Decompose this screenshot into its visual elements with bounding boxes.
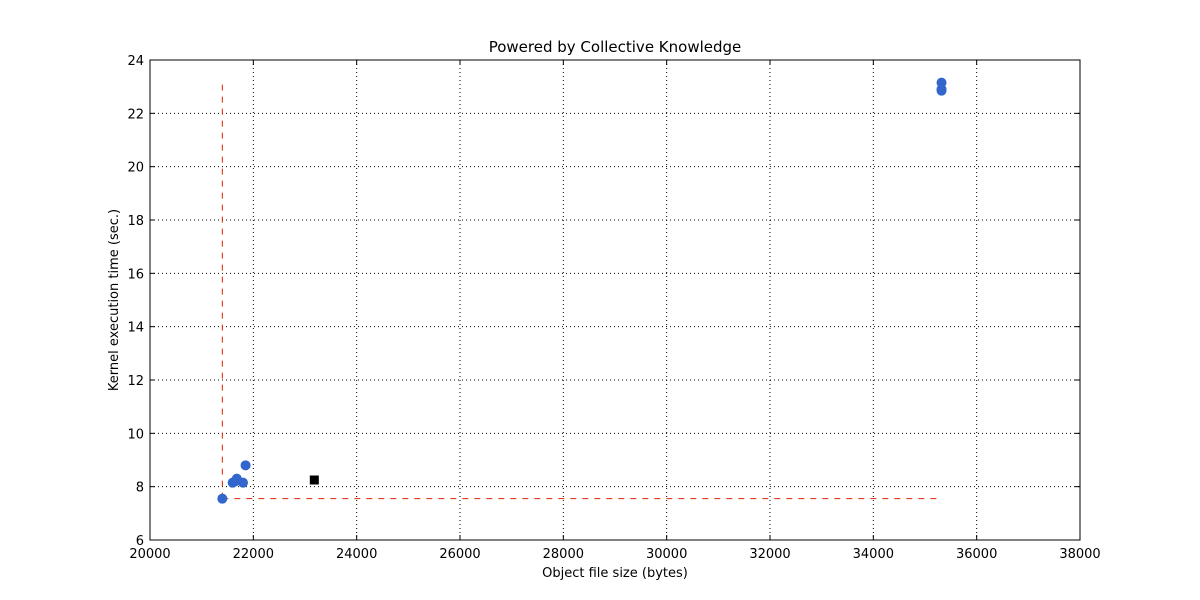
- data-points: [217, 77, 947, 504]
- y-tick-label: 14: [127, 321, 144, 336]
- y-tick-label: 18: [127, 214, 144, 229]
- y-tick-label: 10: [127, 427, 144, 442]
- x-tick-label: 26000: [439, 547, 480, 562]
- x-tick-label: 34000: [853, 547, 894, 562]
- x-tick-label: 28000: [543, 547, 584, 562]
- x-tick-label: 22000: [233, 547, 274, 562]
- data-point-square: [309, 475, 319, 485]
- y-axis-title: Kernel execution time (sec.): [107, 209, 122, 391]
- data-point-circle: [217, 493, 228, 504]
- y-tick-label: 8: [136, 481, 144, 496]
- chart-title: Powered by Collective Knowledge: [489, 38, 742, 56]
- x-tick-label: 20000: [129, 547, 170, 562]
- x-tick-label: 36000: [956, 547, 997, 562]
- y-tick-label: 12: [127, 374, 144, 389]
- x-axis-ticks: 20000 22000 24000 26000 28000 30000 32000 34000…: [129, 60, 1101, 562]
- x-tick-label: 38000: [1059, 547, 1100, 562]
- x-tick-label: 24000: [336, 547, 377, 562]
- x-tick-label: 32000: [749, 547, 790, 562]
- x-axis-title: Object file size (bytes): [542, 566, 688, 581]
- y-tick-label: 20: [127, 161, 144, 176]
- data-point-circle: [238, 477, 248, 488]
- y-tick-label: 16: [127, 267, 144, 282]
- y-axis-ticks: 6 8 10 12 14 16 18 20 22 24: [127, 54, 1080, 549]
- plot-frame: [149, 59, 1081, 541]
- data-point-circle: [240, 460, 251, 471]
- y-tick-label: 22: [127, 107, 144, 122]
- grid-lines: [150, 60, 1080, 540]
- y-tick-label: 6: [136, 534, 144, 549]
- pareto-guide-lines: [221, 82, 942, 500]
- data-point-circle: [936, 77, 947, 88]
- y-tick-label: 24: [127, 54, 144, 69]
- x-tick-label: 30000: [646, 547, 687, 562]
